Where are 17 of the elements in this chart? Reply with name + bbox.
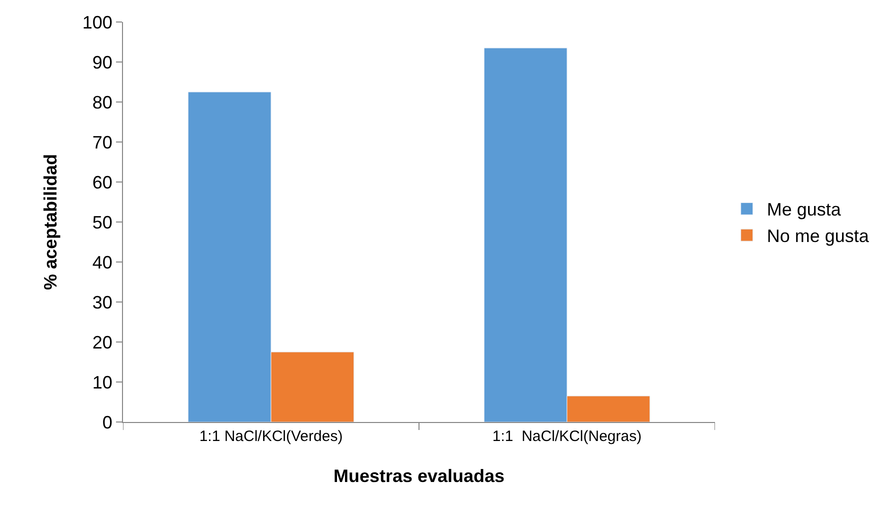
y-tick-label: 90 [92,52,112,72]
y-tick-label: 60 [92,172,112,192]
y-axis-title: % aceptabilidad [40,154,61,290]
y-tick-label: 0 [102,412,112,432]
x-tick-label: 1:1 NaCl/KCl(Negras) [492,428,642,445]
legend-label: No me gusta [766,226,870,246]
y-tick-label: 100 [82,12,112,32]
y-tick-label: 10 [92,372,112,392]
x-tick-label: 1:1 NaCl/KCl(Verdes) [199,428,343,445]
y-tick-label: 50 [92,212,112,232]
y-tick-label: 40 [92,252,112,272]
x-axis-title: Muestras evaluadas [333,466,505,486]
y-tick-label: 80 [92,92,112,112]
y-tick-label: 70 [92,132,112,152]
y-tick-label: 30 [92,292,112,312]
legend-label: Me gusta [766,200,842,220]
y-tick-label: 20 [92,332,112,352]
